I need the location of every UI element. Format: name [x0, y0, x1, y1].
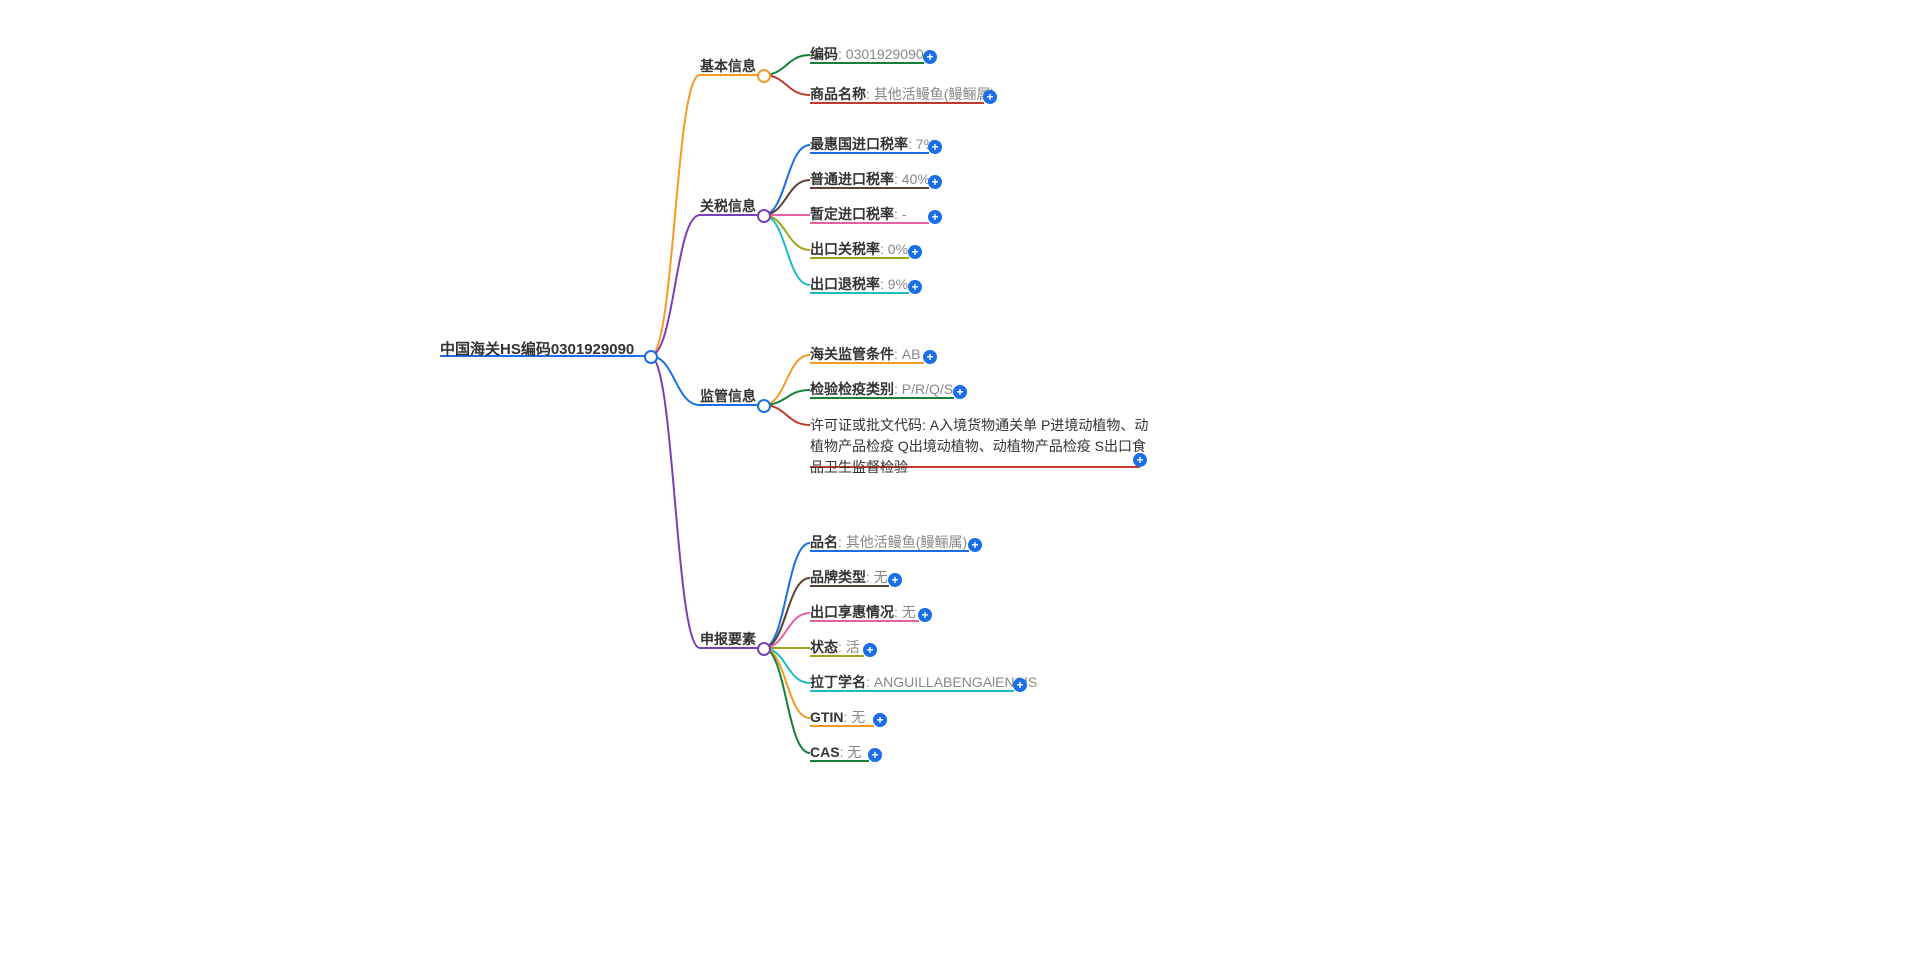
- leaf-sep: :: [866, 569, 874, 585]
- expand-icon[interactable]: +: [968, 538, 982, 552]
- leaf-node[interactable]: 商品名称: 其他活鳗鱼(鳗鲡属): [810, 85, 995, 105]
- branch-node-basic[interactable]: 基本信息: [700, 57, 756, 77]
- expand-icon[interactable]: +: [908, 245, 922, 259]
- leaf-key: 海关监管条件: [810, 346, 894, 362]
- branch-node-supervise[interactable]: 监管信息: [700, 387, 756, 407]
- leaf-key: 出口关税率: [810, 241, 880, 257]
- branch-label: 关税信息: [700, 198, 756, 214]
- branch-label: 申报要素: [700, 631, 756, 647]
- leaf-node[interactable]: 出口退税率: 9%: [810, 275, 908, 295]
- branch-label: 监管信息: [700, 388, 756, 404]
- leaf-key: 品牌类型: [810, 569, 866, 585]
- leaf-val: 无: [902, 604, 916, 620]
- leaf-val: :: [922, 417, 930, 433]
- leaf-node[interactable]: 出口享惠情况: 无: [810, 603, 916, 623]
- branch-label: 基本信息: [700, 58, 756, 74]
- leaf-node[interactable]: 品牌类型: 无: [810, 568, 888, 588]
- leaf-sep: :: [838, 46, 846, 62]
- leaf-key: 编码: [810, 46, 838, 62]
- leaf-sep: :: [838, 639, 846, 655]
- expand-icon[interactable]: +: [918, 608, 932, 622]
- leaf-sep: :: [894, 604, 902, 620]
- leaf-key: 商品名称: [810, 86, 866, 102]
- leaf-sep: :: [894, 171, 902, 187]
- leaf-val: -: [902, 206, 907, 222]
- leaf-key: 最惠国进口税率: [810, 136, 908, 152]
- leaf-val: 活: [846, 639, 860, 655]
- node-dot: [757, 209, 771, 223]
- root-node[interactable]: 中国海关HS编码0301929090: [440, 338, 634, 359]
- leaf-node[interactable]: 状态: 活: [810, 638, 860, 658]
- leaf-node[interactable]: 最惠国进口税率: 7%: [810, 135, 936, 155]
- leaf-sep: :: [880, 276, 888, 292]
- node-dot: [757, 69, 771, 83]
- leaf-sep: :: [894, 346, 902, 362]
- expand-icon[interactable]: +: [888, 573, 902, 587]
- leaf-sep: :: [880, 241, 888, 257]
- branch-node-declare[interactable]: 申报要素: [700, 630, 756, 650]
- expand-icon[interactable]: +: [863, 643, 877, 657]
- branch-node-tariff[interactable]: 关税信息: [700, 197, 756, 217]
- leaf-node[interactable]: 出口关税率: 0%: [810, 240, 908, 260]
- leaf-val: 0%: [888, 241, 908, 257]
- leaf-node[interactable]: GTIN: 无: [810, 708, 865, 728]
- leaf-node[interactable]: CAS: 无: [810, 743, 861, 763]
- leaf-node[interactable]: 许可证或批文代码: A入境货物通关单 P进境动植物、动植物产品检疫 Q出境动植物…: [810, 415, 1150, 478]
- expand-icon[interactable]: +: [983, 90, 997, 104]
- leaf-val: 0301929090: [846, 46, 924, 62]
- leaf-node[interactable]: 普通进口税率: 40%: [810, 170, 930, 190]
- leaf-node[interactable]: 暂定进口税率: -: [810, 205, 906, 225]
- leaf-key: 品名: [810, 534, 838, 550]
- leaf-val: P/R/Q/S: [902, 381, 953, 397]
- leaf-sep: :: [908, 136, 916, 152]
- leaf-val: 其他活鳗鱼(鳗鲡属): [874, 86, 995, 102]
- expand-icon[interactable]: +: [923, 350, 937, 364]
- leaf-key: 出口退税率: [810, 276, 880, 292]
- leaf-sep: :: [866, 86, 874, 102]
- leaf-val: 9%: [888, 276, 908, 292]
- expand-icon[interactable]: +: [868, 748, 882, 762]
- leaf-key: 拉丁学名: [810, 674, 866, 690]
- expand-icon[interactable]: +: [923, 50, 937, 64]
- leaf-key: 普通进口税率: [810, 171, 894, 187]
- leaf-key: 状态: [810, 639, 838, 655]
- leaf-sep: :: [838, 534, 846, 550]
- leaf-key: 暂定进口税率: [810, 206, 894, 222]
- leaf-val: 无: [874, 569, 888, 585]
- leaf-val: 其他活鳗鱼(鳗鲡属): [846, 534, 967, 550]
- leaf-key: 出口享惠情况: [810, 604, 894, 620]
- leaf-val: 无: [851, 709, 865, 725]
- leaf-key: CAS: [810, 744, 840, 760]
- node-dot: [757, 399, 771, 413]
- leaf-sep: :: [894, 206, 902, 222]
- leaf-key: 许可证或批文代码: [810, 417, 922, 433]
- leaf-val: AB: [902, 346, 921, 362]
- leaf-sep: :: [894, 381, 902, 397]
- expand-icon[interactable]: +: [908, 280, 922, 294]
- node-dot: [644, 350, 658, 364]
- leaf-sep: :: [866, 674, 874, 690]
- expand-icon[interactable]: +: [928, 210, 942, 224]
- expand-icon[interactable]: +: [928, 175, 942, 189]
- expand-icon[interactable]: +: [928, 140, 942, 154]
- node-dot: [757, 642, 771, 656]
- leaf-node[interactable]: 海关监管条件: AB: [810, 345, 920, 365]
- leaf-node[interactable]: 编码: 0301929090: [810, 45, 924, 65]
- leaf-key: GTIN: [810, 709, 843, 725]
- expand-icon[interactable]: +: [953, 385, 967, 399]
- leaf-node[interactable]: 品名: 其他活鳗鱼(鳗鲡属): [810, 533, 967, 553]
- leaf-node[interactable]: 检验检疫类别: P/R/Q/S: [810, 380, 953, 400]
- leaf-val: 40%: [902, 171, 930, 187]
- leaf-key: 检验检疫类别: [810, 381, 894, 397]
- leaf-node[interactable]: 拉丁学名: ANGUILLABENGAlENSIS: [810, 673, 1037, 693]
- expand-icon[interactable]: +: [1133, 453, 1147, 467]
- leaf-val: 无: [847, 744, 861, 760]
- expand-icon[interactable]: +: [873, 713, 887, 727]
- expand-icon[interactable]: +: [1013, 678, 1027, 692]
